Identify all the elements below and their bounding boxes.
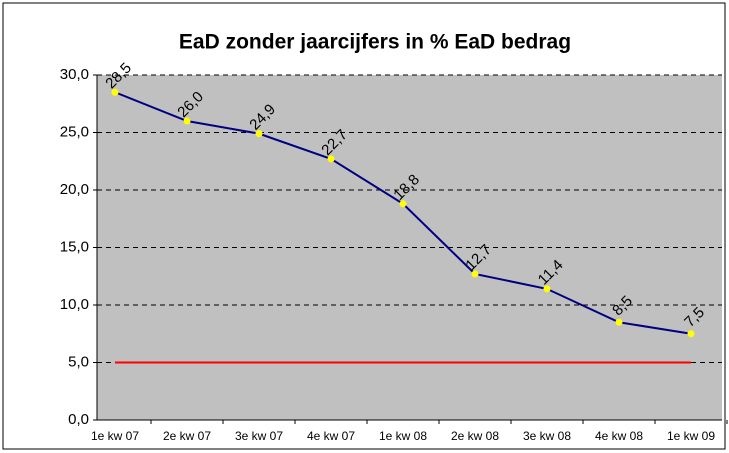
x-tick-label: 1e kw 08 xyxy=(379,429,427,443)
y-tick-label: 20,0 xyxy=(60,181,89,198)
x-tick-label: 2e kw 08 xyxy=(451,429,499,443)
x-tick-label: 4e kw 08 xyxy=(595,429,643,443)
x-tick-label: 2e kw 07 xyxy=(163,429,211,443)
x-tick-label: 3e kw 07 xyxy=(235,429,283,443)
data-point xyxy=(327,155,335,163)
y-tick-label: 10,0 xyxy=(60,296,89,313)
data-point xyxy=(615,318,623,326)
y-tick-label: 15,0 xyxy=(60,238,89,255)
x-tick-label: 1e kw 09 xyxy=(667,429,715,443)
data-point xyxy=(471,270,479,278)
data-point xyxy=(255,130,263,138)
data-point xyxy=(183,117,191,125)
y-tick-label: 5,0 xyxy=(68,353,89,370)
x-tick-label: 3e kw 08 xyxy=(523,429,571,443)
y-tick-label: 0,0 xyxy=(68,411,89,428)
x-tick-label: 1e kw 07 xyxy=(91,429,139,443)
y-tick-label: 25,0 xyxy=(60,123,89,140)
x-tick-label: 4e kw 07 xyxy=(307,429,355,443)
data-point xyxy=(399,200,407,208)
chart-title: EaD zonder jaarcijfers in % EaD bedrag xyxy=(179,31,571,54)
data-point xyxy=(111,88,119,96)
data-point xyxy=(687,330,695,338)
y-tick-label: 30,0 xyxy=(60,66,89,83)
data-point xyxy=(543,285,551,293)
